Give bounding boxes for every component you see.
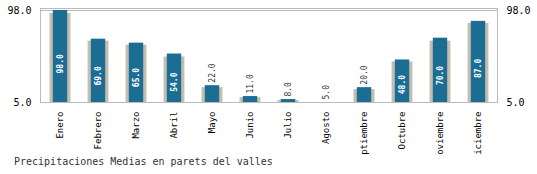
svg-text:Junio: Junio <box>245 112 255 139</box>
svg-text:Octubre: Octubre <box>397 112 407 150</box>
svg-text:Julio: Julio <box>283 112 293 139</box>
svg-text:Mayo: Mayo <box>207 112 217 134</box>
svg-text:98.0: 98.0 <box>56 54 65 73</box>
svg-text:22.0: 22.0 <box>208 63 217 82</box>
svg-text:Agosto: Agosto <box>321 112 331 145</box>
svg-text:5.0: 5.0 <box>507 97 525 108</box>
svg-text:98.0: 98.0 <box>7 5 31 16</box>
svg-text:Enero: Enero <box>55 112 65 139</box>
svg-text:Abril: Abril <box>169 112 179 139</box>
html-text:Precipitaciones Medias en pare: Precipitaciones Medias en parets del val… <box>14 156 273 167</box>
svg-text:Septiembre: Septiembre <box>359 112 369 155</box>
svg-text:20.0: 20.0 <box>360 65 369 84</box>
svg-text:54.0: 54.0 <box>170 72 179 91</box>
svg-text:Diciembre: Diciembre <box>473 112 483 155</box>
svg-text:69.0: 69.0 <box>94 66 103 85</box>
svg-text:87.0: 87.0 <box>474 59 483 78</box>
svg-text:Noviembre: Noviembre <box>435 112 445 155</box>
svg-text:Marzo: Marzo <box>131 112 141 139</box>
svg-text:65.0: 65.0 <box>132 68 141 87</box>
svg-text:48.0: 48.0 <box>398 75 407 94</box>
svg-text:5.0: 5.0 <box>13 97 31 108</box>
svg-text:8.0: 8.0 <box>284 82 293 97</box>
svg-text:11.0: 11.0 <box>246 74 255 93</box>
svg-text:Febrero: Febrero <box>93 112 103 150</box>
svg-text:5.0: 5.0 <box>322 85 331 100</box>
svg-text:70.0: 70.0 <box>436 66 445 85</box>
svg-text:98.0: 98.0 <box>507 5 531 16</box>
